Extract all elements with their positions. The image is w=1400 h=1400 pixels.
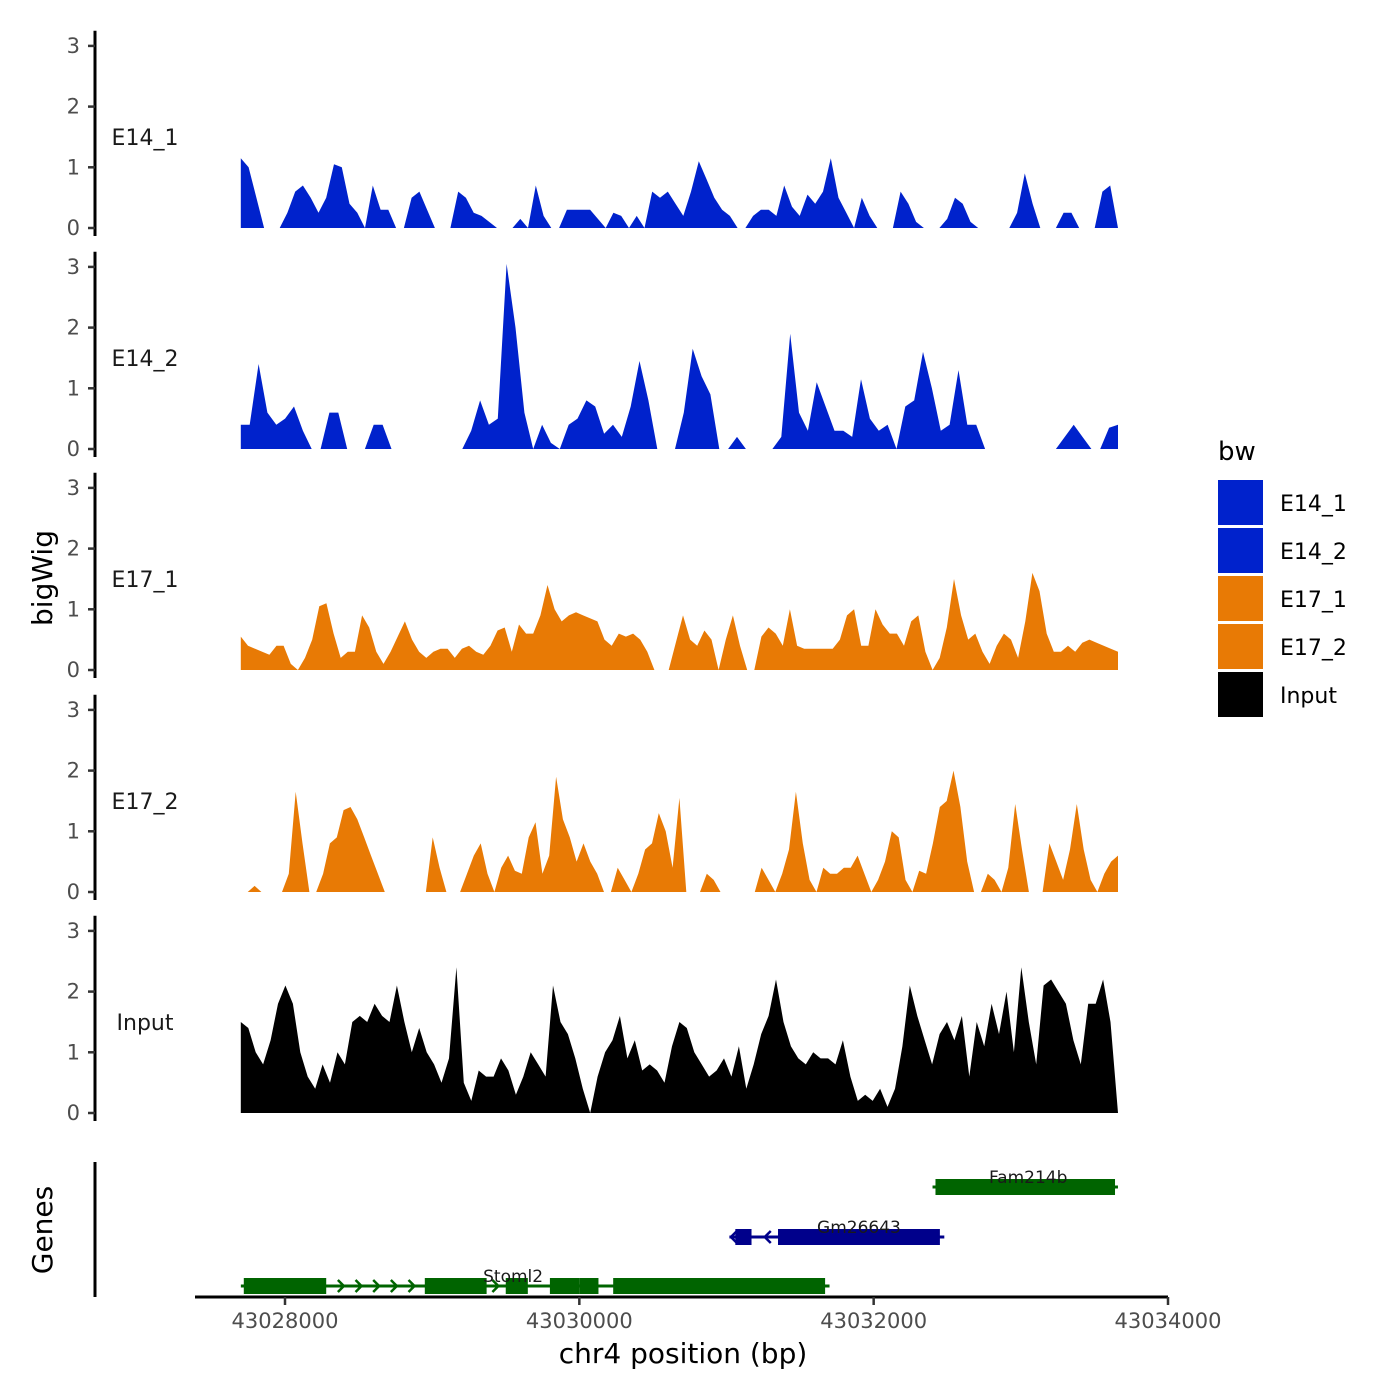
y-tick-label: 1: [67, 376, 80, 400]
track-label: E14_1: [112, 126, 179, 151]
y-tick-label: 1: [67, 597, 80, 621]
gene-exon: [579, 1278, 599, 1294]
strand-arrow: [491, 1279, 501, 1293]
gene-exon: [935, 1179, 1116, 1195]
y-axis-title: bigWig: [26, 530, 59, 626]
gene-exon: [778, 1229, 940, 1245]
y-tick-label: 0: [67, 437, 80, 461]
y-tick-label: 3: [67, 34, 80, 58]
y-tick-label: 1: [67, 1040, 80, 1064]
strand-arrow: [407, 1279, 417, 1293]
gene-label: Stoml2: [483, 1267, 543, 1287]
gene-exon: [735, 1229, 752, 1245]
legend-swatch-e14-2: [1218, 528, 1263, 573]
strand-arrow: [729, 1230, 738, 1244]
strand-arrow: [336, 1279, 346, 1293]
legend-swatch-e14-1: [1218, 480, 1263, 525]
gene-fam214b: Fam214b: [932, 1168, 1118, 1195]
y-tick-label: 3: [67, 919, 80, 943]
y-tick-label: 1: [67, 155, 80, 179]
legend-swatch-input: [1218, 672, 1263, 717]
signal-area-e14-2: [240, 263, 1119, 449]
gene-label: Gm26643: [817, 1218, 901, 1238]
y-tick-label: 2: [67, 316, 80, 340]
legend-title: bw: [1218, 437, 1256, 467]
y-tick-label: 1: [67, 819, 80, 843]
x-axis: 43028000 43030000 43032000 43034000: [195, 1295, 1222, 1333]
signal-area-e14-1: [240, 158, 1119, 228]
legend-swatch-e17-1: [1218, 576, 1263, 621]
legend-label-e17-2: E17_2: [1280, 636, 1347, 661]
strand-arrow: [762, 1230, 772, 1244]
track-input: 0 1 2 3 Input: [67, 915, 1119, 1125]
strand-arrow: [354, 1279, 364, 1293]
track-e17-1: 0 1 2 3 E17_1: [67, 472, 1119, 682]
track-e14-1: 0 1 2 3 E14_1: [67, 30, 1119, 240]
x-tick-label: 43034000: [1115, 1309, 1222, 1333]
y-tick-label: 0: [67, 880, 80, 904]
gene-exon: [549, 1278, 580, 1294]
y-tick-label: 0: [67, 216, 80, 240]
signal-area-input: [240, 967, 1119, 1113]
x-tick-label: 43030000: [526, 1309, 633, 1333]
signal-area-e17-1: [240, 572, 1119, 670]
strand-arrow: [372, 1279, 381, 1293]
track-label: E17_2: [112, 790, 179, 815]
bigwig-tracks: 0 1 2 3 E14_1 0 1 2 3 E14_2 0 1 2 3 E17_1 0 1 2 3 E17_2 0 1 2 3…: [67, 30, 1119, 1125]
strand-arrow: [389, 1279, 399, 1293]
gene-exon: [613, 1278, 826, 1294]
legend-label-e17-1: E17_1: [1280, 588, 1347, 613]
y-tick-label: 3: [67, 476, 80, 500]
genes-panel: Fam214b Gm26643 Stoml2: [93, 1162, 1118, 1297]
y-tick-label: 2: [67, 980, 80, 1004]
gene-exon: [505, 1278, 528, 1294]
y-tick-label: 3: [67, 698, 80, 722]
gene-stoml2: Stoml2: [240, 1267, 830, 1294]
legend-label-e14-2: E14_2: [1280, 540, 1347, 565]
legend: bw E14_1 E14_2 E17_1 E17_2 Input: [1218, 437, 1347, 717]
track-label: E17_1: [112, 568, 179, 593]
legend-label-input: Input: [1280, 684, 1337, 709]
gene-exon: [424, 1278, 487, 1294]
signal-area-e17-2: [240, 770, 1119, 892]
y-tick-label: 0: [67, 1101, 80, 1125]
gene-exon: [243, 1278, 327, 1294]
legend-swatch-e17-2: [1218, 624, 1263, 669]
legend-label-e14-1: E14_1: [1280, 492, 1347, 517]
track-e17-2: 0 1 2 3 E17_2: [67, 694, 1119, 904]
y-tick-label: 0: [67, 658, 80, 682]
y-tick-label: 2: [67, 759, 80, 783]
x-tick-label: 43028000: [232, 1309, 339, 1333]
x-tick-label: 43032000: [820, 1309, 927, 1333]
track-label: E14_2: [112, 347, 179, 372]
genes-axis-title: Genes: [26, 1186, 59, 1274]
track-e14-2: 0 1 2 3 E14_2: [67, 251, 1119, 461]
y-tick-label: 2: [67, 95, 80, 119]
gene-gm26643: Gm26643: [729, 1218, 945, 1245]
y-tick-label: 3: [67, 255, 80, 279]
y-tick-label: 2: [67, 537, 80, 561]
x-axis-title: chr4 position (bp): [559, 1337, 808, 1370]
gene-label: Fam214b: [989, 1168, 1067, 1188]
track-label: Input: [117, 1011, 174, 1036]
